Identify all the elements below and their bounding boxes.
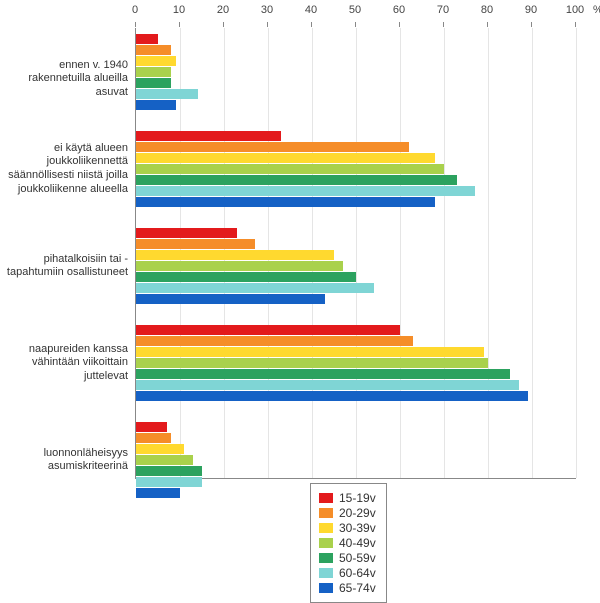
bar-chart: 0 10 20 30 40 50 60 70 80 90 100% ennen v. 1940rak… (0, 0, 600, 591)
xtick-label: 20 (217, 4, 229, 16)
bar (136, 131, 281, 141)
legend-swatch (319, 523, 333, 533)
x-axis-top: 0102030405060708090100% (135, 4, 595, 24)
bar-group (136, 131, 576, 208)
bar (136, 261, 343, 271)
bar-group (136, 228, 576, 305)
legend-label: 20-29v (339, 506, 376, 520)
bar (136, 369, 510, 379)
legend-swatch (319, 493, 333, 503)
bar (136, 294, 325, 304)
legend-label: 15-19v (339, 491, 376, 505)
category-label: naapureiden kanssavähintään viikoittainj… (0, 343, 128, 384)
bar (136, 78, 171, 88)
legend-label: 30-39v (339, 521, 376, 535)
legend-swatch (319, 568, 333, 578)
legend-label: 60-64v (339, 566, 376, 580)
legend-label: 50-59v (339, 551, 376, 565)
bar-group (136, 34, 576, 111)
bar (136, 325, 400, 335)
bar (136, 89, 198, 99)
xtick-label: 90 (525, 4, 537, 16)
bar (136, 164, 444, 174)
xtick-label: 40 (305, 4, 317, 16)
xtick-label: 0 (132, 4, 138, 16)
bar (136, 45, 171, 55)
bar (136, 391, 528, 401)
bar (136, 186, 475, 196)
bar (136, 56, 176, 66)
bar (136, 477, 202, 487)
bar (136, 444, 184, 454)
legend-item: 65-74v (319, 581, 376, 595)
bar (136, 272, 356, 282)
legend-swatch (319, 553, 333, 563)
legend-item: 60-64v (319, 566, 376, 580)
legend-label: 40-49v (339, 536, 376, 550)
bar (136, 197, 435, 207)
legend-label: 65-74v (339, 581, 376, 595)
bar (136, 67, 171, 77)
bar (136, 358, 488, 368)
category-label: ei käytä alueenjoukkoliikennettäsäännöll… (0, 142, 128, 197)
bar (136, 488, 180, 498)
xtick-label: 100 (566, 4, 584, 16)
xtick-label: 80 (481, 4, 493, 16)
xaxis-percent-label: % (593, 4, 600, 16)
legend-swatch (319, 583, 333, 593)
bar (136, 175, 457, 185)
bar (136, 153, 435, 163)
bar (136, 433, 171, 443)
category-label: luonnonläheisyysasumiskriteerinä (0, 447, 128, 475)
bar (136, 455, 193, 465)
bar (136, 466, 202, 476)
bar-group (136, 325, 576, 402)
legend-item: 50-59v (319, 551, 376, 565)
xtick-label: 30 (261, 4, 273, 16)
category-label: ennen v. 1940rakennetuilla alueilla asuv… (0, 59, 128, 100)
bar (136, 380, 519, 390)
bar (136, 347, 484, 357)
bar (136, 422, 167, 432)
bar (136, 100, 176, 110)
bar (136, 239, 255, 249)
bar (136, 228, 237, 238)
legend-swatch (319, 538, 333, 548)
plot-area (135, 28, 576, 479)
legend-item: 30-39v (319, 521, 376, 535)
legend-item: 20-29v (319, 506, 376, 520)
bar (136, 142, 409, 152)
xtick-label: 60 (393, 4, 405, 16)
bar (136, 336, 413, 346)
legend: 15-19v20-29v30-39v40-49v50-59v60-64v65-7… (310, 483, 387, 603)
legend-swatch (319, 508, 333, 518)
legend-item: 40-49v (319, 536, 376, 550)
bar (136, 283, 374, 293)
category-label: pihatalkoisiin tai -tapahtumiin osallist… (0, 253, 128, 281)
bar (136, 34, 158, 44)
xtick-label: 70 (437, 4, 449, 16)
xtick-label: 50 (349, 4, 361, 16)
legend-item: 15-19v (319, 491, 376, 505)
bar (136, 250, 334, 260)
xtick-label: 10 (173, 4, 185, 16)
